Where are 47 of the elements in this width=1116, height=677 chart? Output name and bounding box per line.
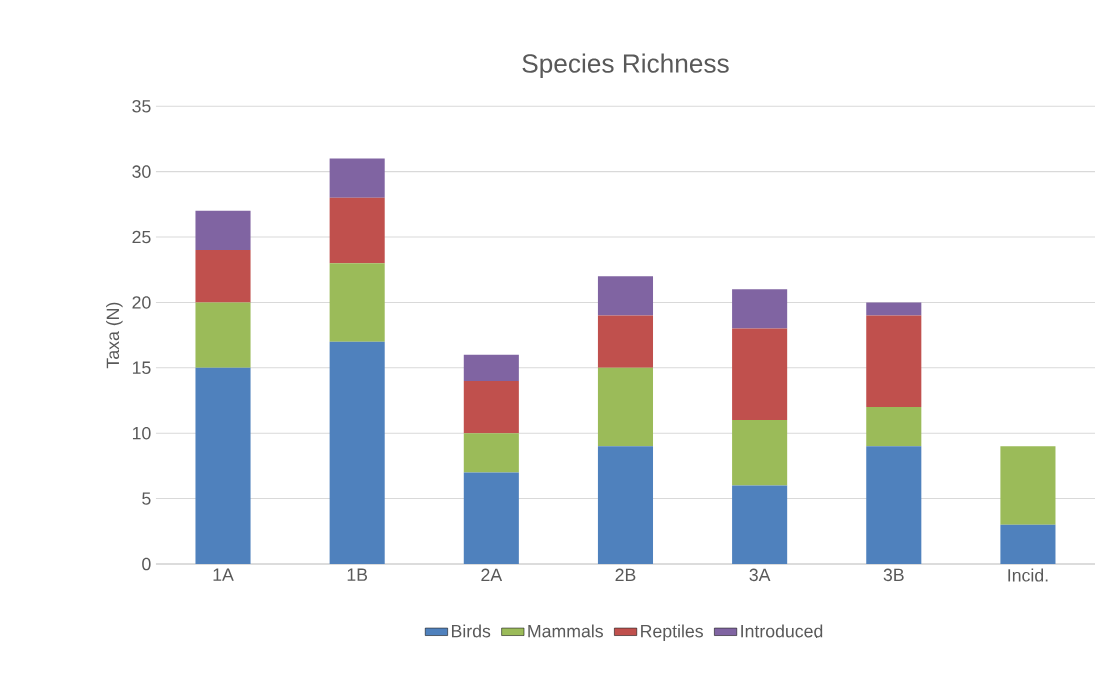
- bar: [195, 302, 251, 368]
- bar: [866, 302, 922, 316]
- bar: [195, 210, 251, 251]
- bar: [329, 263, 385, 342]
- legend-label: Mammals: [528, 624, 603, 638]
- bar: [732, 289, 788, 329]
- bar: [597, 315, 654, 368]
- bar: [329, 341, 385, 565]
- y-tick-label: 20: [132, 296, 151, 309]
- y-tick-label: 15: [132, 361, 151, 375]
- bar: [329, 197, 385, 264]
- chart-title: Species Richness: [522, 53, 729, 79]
- bar: [1000, 446, 1056, 525]
- y-tick-label: 10: [132, 427, 151, 440]
- bar: [597, 276, 654, 316]
- x-tick-label: 2B: [615, 568, 636, 582]
- bar: [1000, 524, 1056, 565]
- bar: [732, 420, 788, 486]
- bar: [195, 250, 251, 303]
- bar: [866, 407, 922, 447]
- bar: [732, 328, 788, 421]
- bar: [463, 380, 519, 434]
- x-tick-label: 1A: [213, 568, 234, 581]
- y-tick-label: 0: [142, 557, 151, 571]
- x-tick-label: 1B: [347, 568, 368, 581]
- bar: [866, 315, 922, 408]
- y-tick-label: 25: [132, 230, 151, 244]
- bar: [195, 367, 251, 565]
- legend-label: Introduced: [741, 624, 823, 638]
- bar: [597, 367, 654, 447]
- legend-label: Reptiles: [641, 624, 703, 642]
- bar: [329, 158, 385, 198]
- legend-label: Birds: [451, 624, 491, 638]
- x-tick-label: 3B: [883, 568, 904, 582]
- y-tick-label: 5: [142, 492, 151, 505]
- bar: [597, 446, 654, 565]
- bar: [463, 433, 519, 473]
- y-tick-label: 35: [132, 100, 151, 113]
- bar: [866, 446, 922, 565]
- bar: [463, 472, 519, 565]
- x-tick-label: 3A: [749, 568, 771, 582]
- x-tick-label: Incid.: [1008, 568, 1048, 582]
- y-axis-title: Taxa (N): [106, 302, 123, 369]
- x-tick-label: 2A: [481, 568, 503, 582]
- bar: [463, 354, 519, 381]
- bar: [732, 485, 788, 565]
- y-tick-label: 30: [132, 165, 151, 178]
